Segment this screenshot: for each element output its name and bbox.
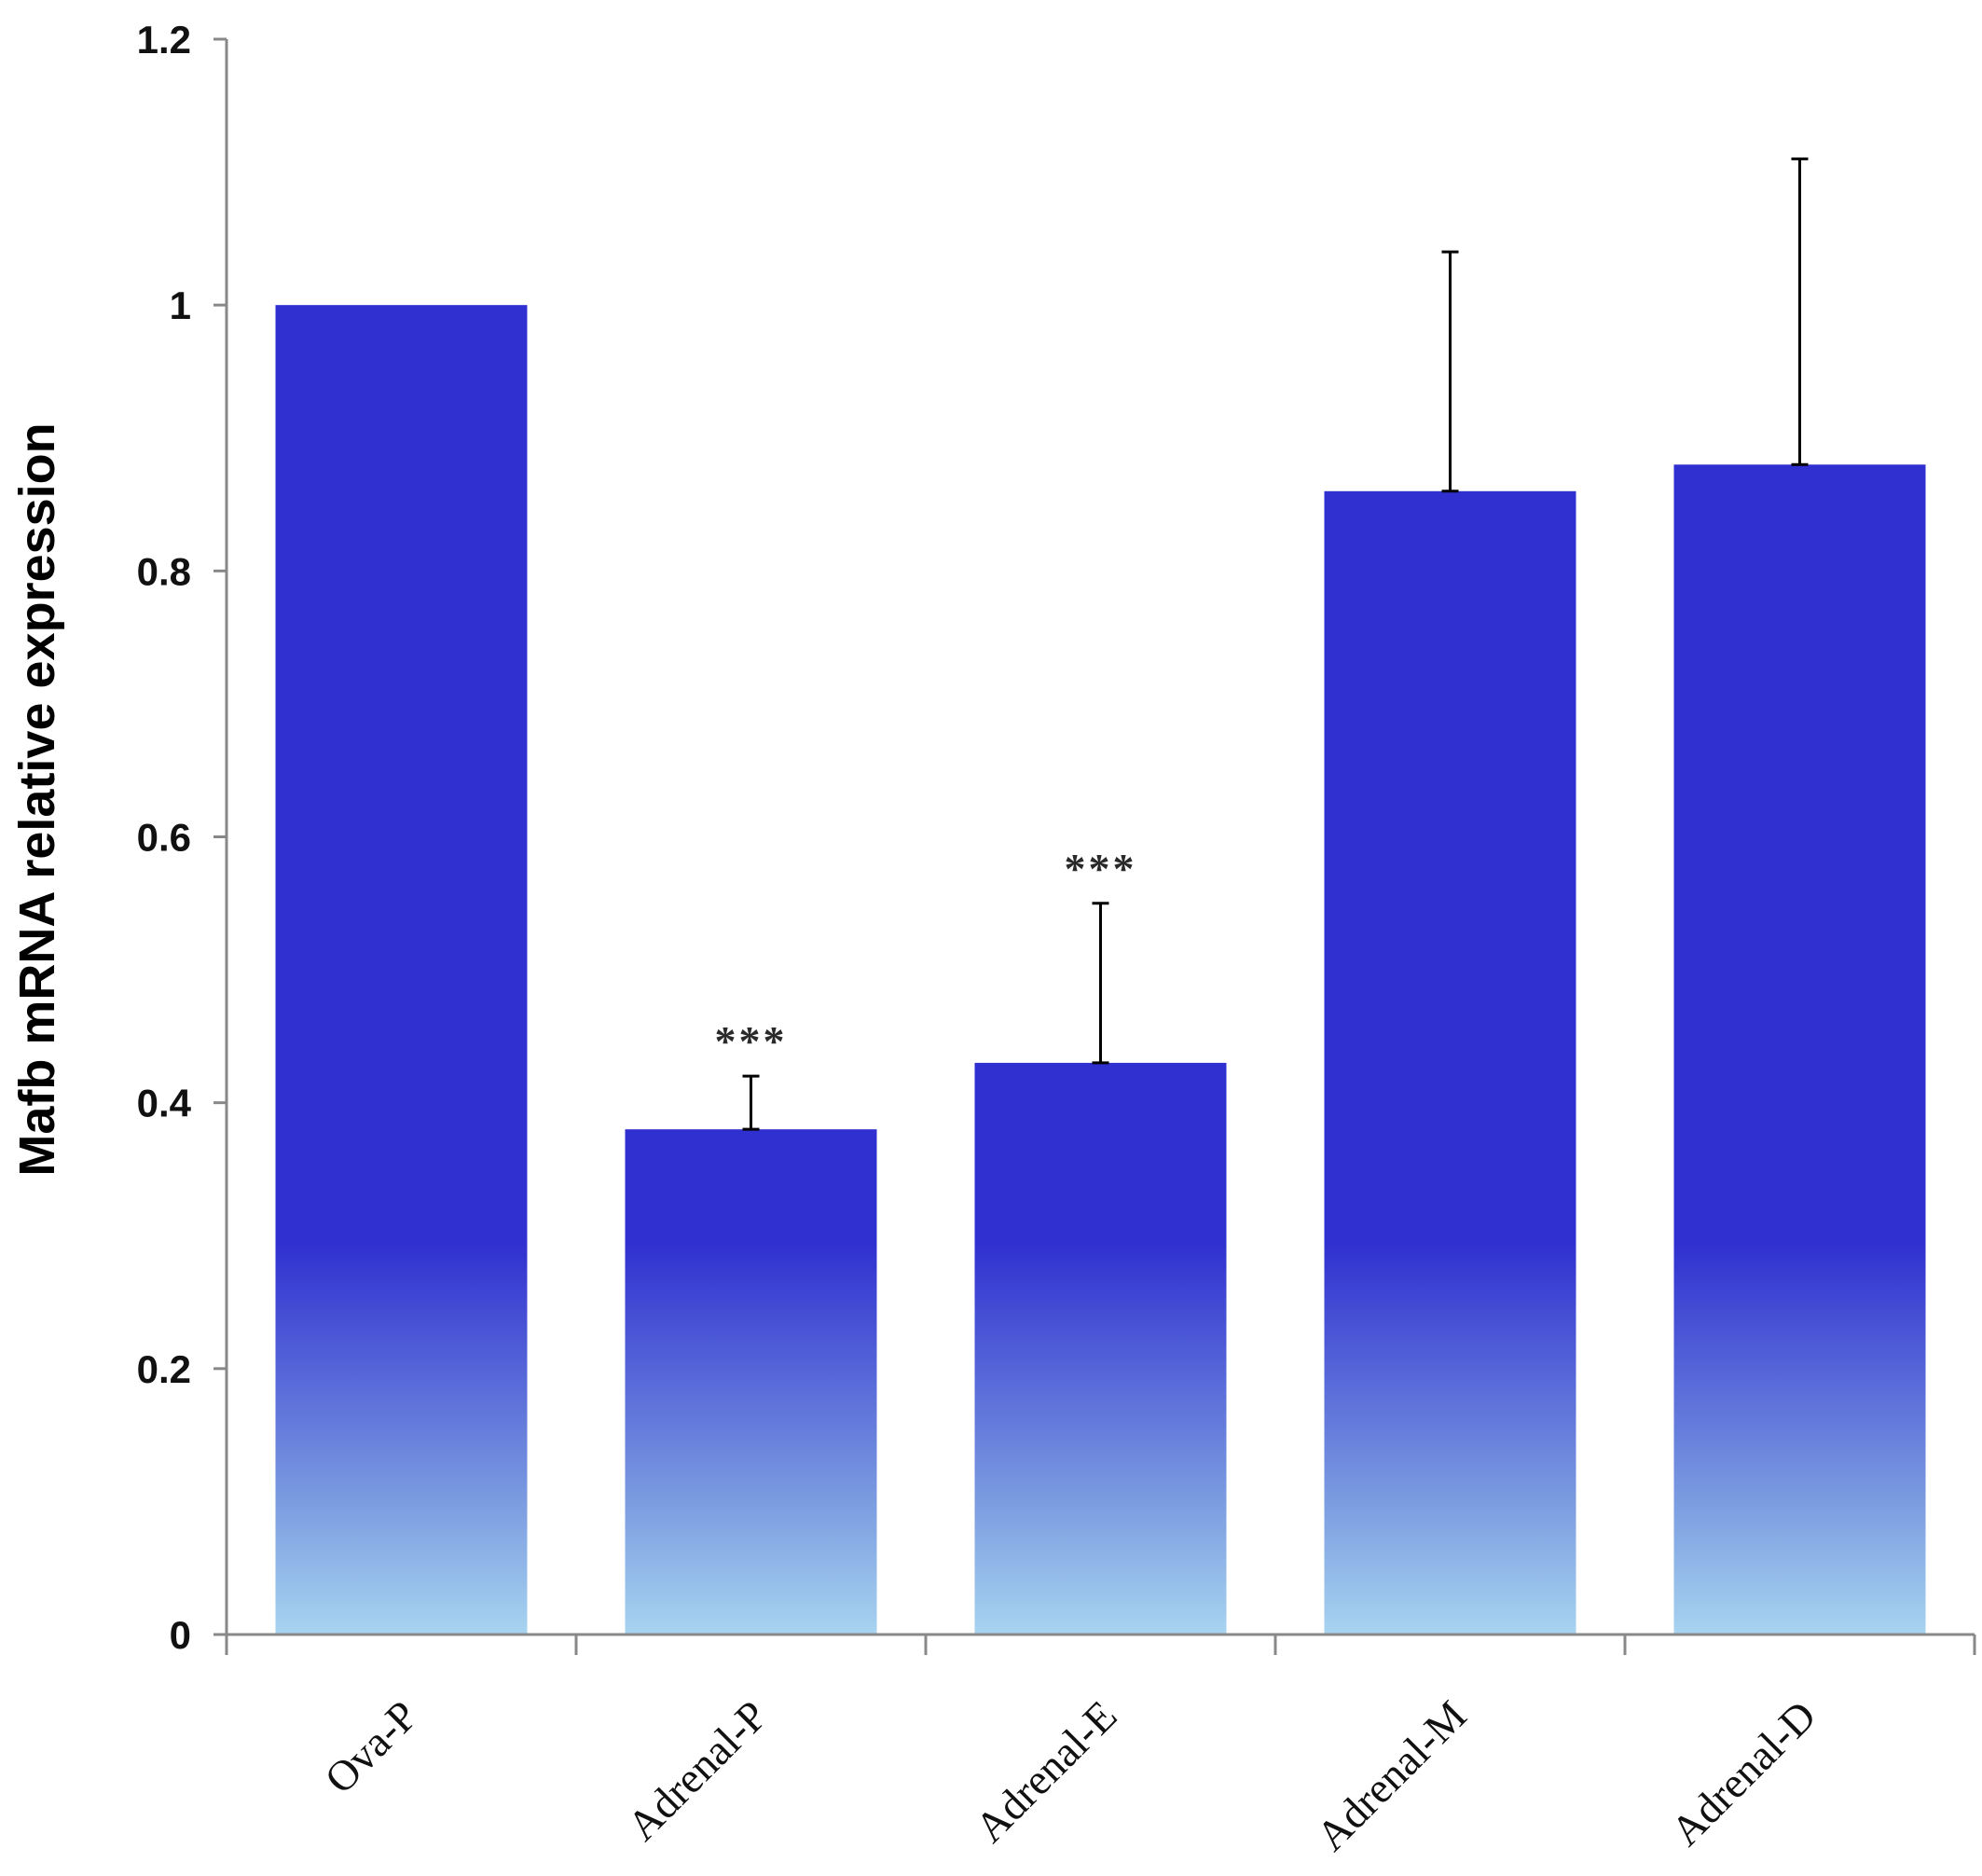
x-tick-label: Ova-P — [315, 1691, 426, 1802]
y-tick-label: 0.2 — [137, 1347, 191, 1391]
y-tick-label: 1.2 — [137, 18, 191, 62]
bar — [974, 1062, 1227, 1635]
y-tick-label: 0.8 — [137, 549, 191, 593]
error-bars-group — [742, 157, 1809, 1131]
annotations-group: *** *** — [715, 845, 1137, 1065]
bar — [625, 1129, 877, 1635]
bar — [1673, 464, 1926, 1635]
y-tick-label: 0.6 — [137, 816, 191, 860]
x-tick-label: Adrenal-D — [1661, 1691, 1824, 1855]
bars-group — [275, 305, 1926, 1635]
x-tick-label: Adrenal-P — [618, 1691, 777, 1850]
y-tick-label: 0.4 — [137, 1082, 192, 1125]
x-tick-label: Adrenal-M — [1307, 1691, 1476, 1860]
y-axis-label: Mafb mRNA relative expression — [9, 422, 65, 1176]
significance-label: *** — [715, 1017, 788, 1065]
bar — [275, 305, 528, 1635]
x-tick-label: Adrenal-E — [966, 1691, 1126, 1852]
y-tick-label: 1 — [170, 283, 191, 327]
x-ticks-group: Ova-P Adrenal-P Adrenal-E Adrenal-M Adrenal-… — [225, 1635, 1976, 1860]
bar — [1324, 490, 1576, 1635]
y-tick-label: 0 — [170, 1613, 191, 1657]
y-ticks-group: 0 0.2 0.4 0.6 0.8 1 1.2 — [137, 18, 227, 1657]
significance-label: *** — [1065, 845, 1137, 892]
